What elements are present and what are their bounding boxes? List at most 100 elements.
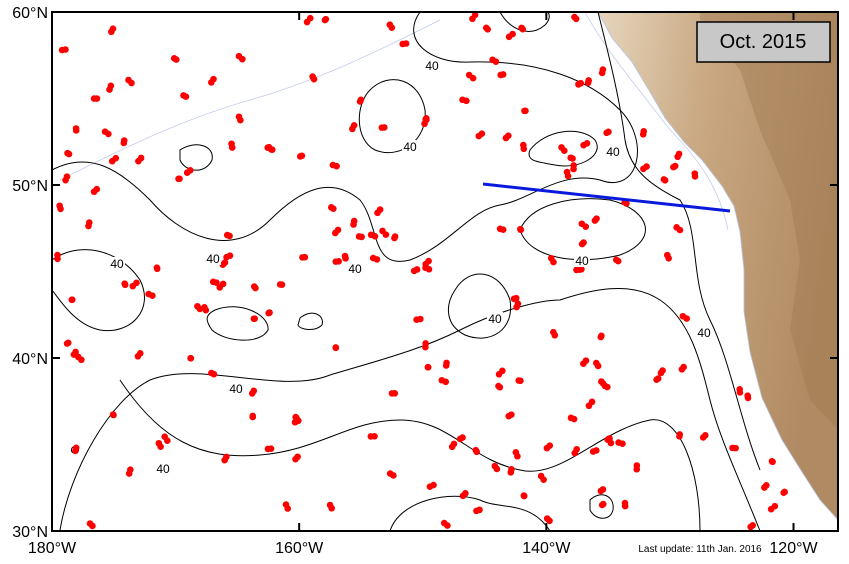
float xyxy=(64,149,71,157)
float xyxy=(520,492,528,500)
contour-label-bg xyxy=(347,262,363,275)
float xyxy=(569,155,576,162)
y-tick-label: 60°N xyxy=(12,5,48,22)
title-box xyxy=(696,21,831,63)
float xyxy=(580,360,587,368)
float xyxy=(170,55,178,62)
float xyxy=(512,448,520,456)
contour-label: 40 xyxy=(697,326,711,340)
float xyxy=(213,279,220,286)
float xyxy=(492,58,500,66)
contour-label: 40 xyxy=(348,262,362,276)
float xyxy=(496,383,504,391)
float xyxy=(593,215,600,222)
float xyxy=(374,209,381,217)
float xyxy=(105,130,112,138)
float xyxy=(125,470,133,477)
float xyxy=(438,376,446,384)
float xyxy=(654,375,662,382)
float xyxy=(371,433,378,440)
float xyxy=(149,292,156,300)
float xyxy=(379,227,386,235)
float xyxy=(390,472,397,479)
float xyxy=(660,176,668,183)
float xyxy=(744,394,752,402)
float xyxy=(517,225,524,233)
float xyxy=(196,305,204,313)
contour-label: 40 xyxy=(229,382,243,396)
float xyxy=(210,370,218,378)
float xyxy=(226,252,234,259)
contour-label: 40 xyxy=(425,59,439,73)
float xyxy=(462,489,469,497)
float xyxy=(558,144,565,151)
float xyxy=(58,46,66,54)
float xyxy=(578,220,586,228)
float xyxy=(546,517,553,525)
float xyxy=(202,306,210,314)
float xyxy=(356,98,364,105)
float xyxy=(577,79,585,87)
float xyxy=(514,300,522,308)
float xyxy=(381,124,388,131)
float xyxy=(89,522,96,530)
float xyxy=(183,169,191,176)
float xyxy=(56,202,63,210)
float xyxy=(493,465,501,473)
float xyxy=(475,132,483,140)
contour-label: 40 xyxy=(206,252,220,266)
float xyxy=(426,483,434,491)
contour-label: 40 xyxy=(156,462,170,476)
float xyxy=(180,92,187,99)
map-frame xyxy=(51,11,839,532)
x-tick-label: 160°W xyxy=(275,540,324,557)
float xyxy=(235,52,243,60)
float xyxy=(781,488,788,496)
float xyxy=(358,233,365,241)
float xyxy=(68,296,76,304)
float xyxy=(219,261,227,269)
contour-label-bg xyxy=(605,145,621,158)
float xyxy=(413,316,420,324)
float xyxy=(588,398,596,406)
float xyxy=(219,280,227,288)
float xyxy=(175,175,182,183)
float xyxy=(550,328,557,336)
float xyxy=(571,13,578,21)
land-ridge xyxy=(700,12,838,430)
float xyxy=(547,254,555,262)
float xyxy=(543,444,551,452)
title-box-text: Oct. 2015 xyxy=(720,31,807,53)
float xyxy=(621,502,629,510)
float xyxy=(443,359,450,367)
float xyxy=(599,486,607,493)
contour-label-bg xyxy=(109,257,125,270)
float xyxy=(326,501,334,509)
float-positions xyxy=(54,12,788,531)
float xyxy=(522,107,529,115)
contour-label-bg xyxy=(155,462,171,475)
float xyxy=(310,75,318,83)
float xyxy=(614,257,622,265)
float xyxy=(619,440,626,448)
float xyxy=(106,86,113,93)
float xyxy=(482,24,490,32)
float xyxy=(223,231,231,239)
contour-label: 40 xyxy=(575,254,589,268)
float xyxy=(72,447,79,455)
float xyxy=(499,71,507,78)
float xyxy=(391,390,399,397)
float xyxy=(296,153,304,160)
float xyxy=(505,412,512,420)
land xyxy=(597,12,838,521)
float xyxy=(237,116,244,124)
float xyxy=(674,153,681,161)
float xyxy=(386,21,394,29)
float xyxy=(639,131,647,138)
float xyxy=(248,390,256,397)
float xyxy=(537,472,545,480)
float xyxy=(573,445,581,453)
float xyxy=(108,28,115,36)
contour-label-bg xyxy=(228,382,244,395)
